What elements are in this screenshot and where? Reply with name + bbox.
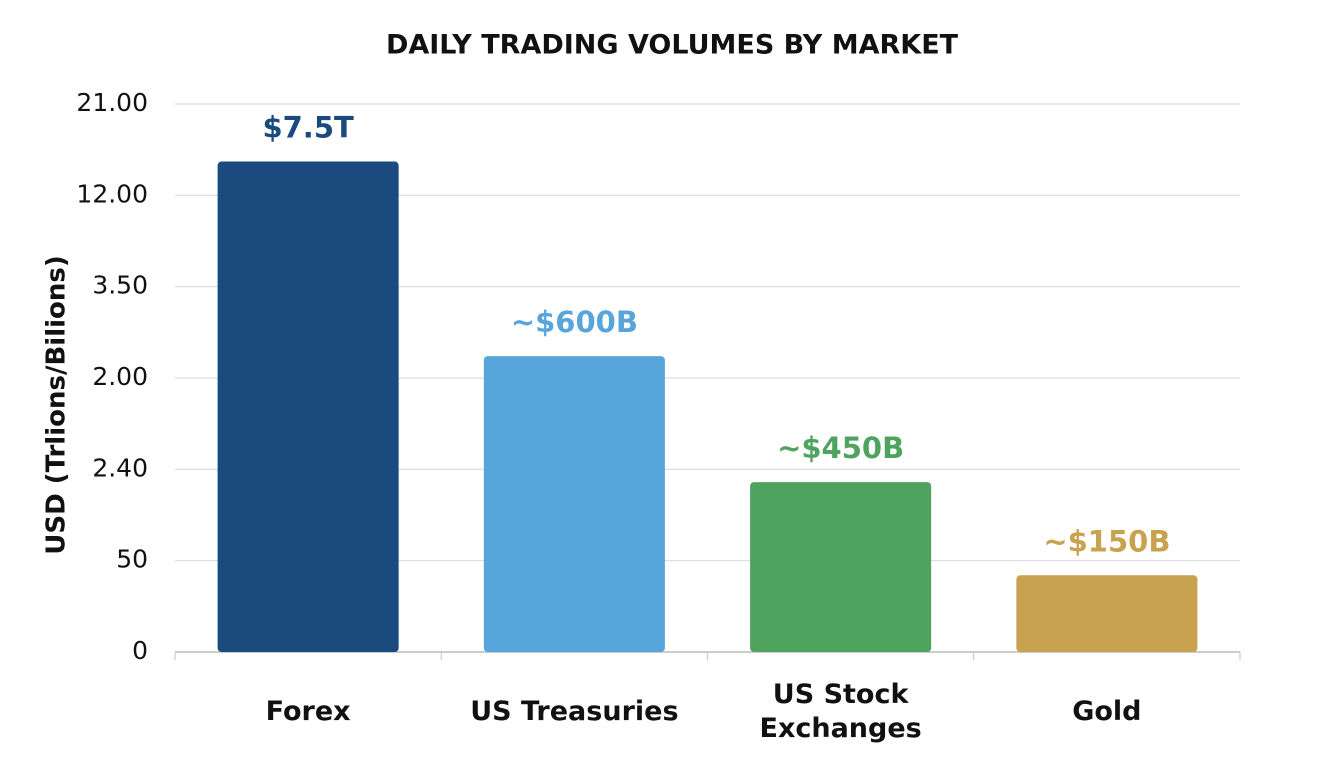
y-tick-label: 12.00 bbox=[76, 179, 148, 208]
bar-annotation: ~$600B bbox=[511, 305, 638, 339]
bar bbox=[217, 161, 399, 653]
y-tick-label: 50 bbox=[116, 545, 148, 574]
x-tick-label: US Stock Exchanges bbox=[759, 679, 922, 744]
bar-annotation: ~$150B bbox=[1043, 524, 1170, 558]
y-tick-label: 21.00 bbox=[76, 88, 148, 117]
x-tick-label: US Treasuries bbox=[470, 696, 679, 727]
y-tick-label: 0 bbox=[132, 636, 148, 665]
x-tick-label: Forex bbox=[265, 696, 351, 727]
bar-annotation: $7.5T bbox=[262, 111, 354, 145]
x-tick-label: Gold bbox=[1072, 696, 1142, 727]
bar bbox=[750, 482, 932, 652]
y-tick-label: 2.40 bbox=[92, 453, 148, 482]
y-axis-title: USD (Trlions/Bilions) bbox=[42, 255, 72, 555]
y-tick-label: 3.50 bbox=[92, 271, 148, 300]
y-tick-label: 2.00 bbox=[92, 362, 148, 391]
bar bbox=[483, 356, 665, 652]
chart-title: DAILY TRADING VOLUMES BY MARKET bbox=[386, 30, 959, 61]
bar bbox=[1016, 575, 1198, 652]
bar-annotation: ~$450B bbox=[777, 431, 904, 465]
